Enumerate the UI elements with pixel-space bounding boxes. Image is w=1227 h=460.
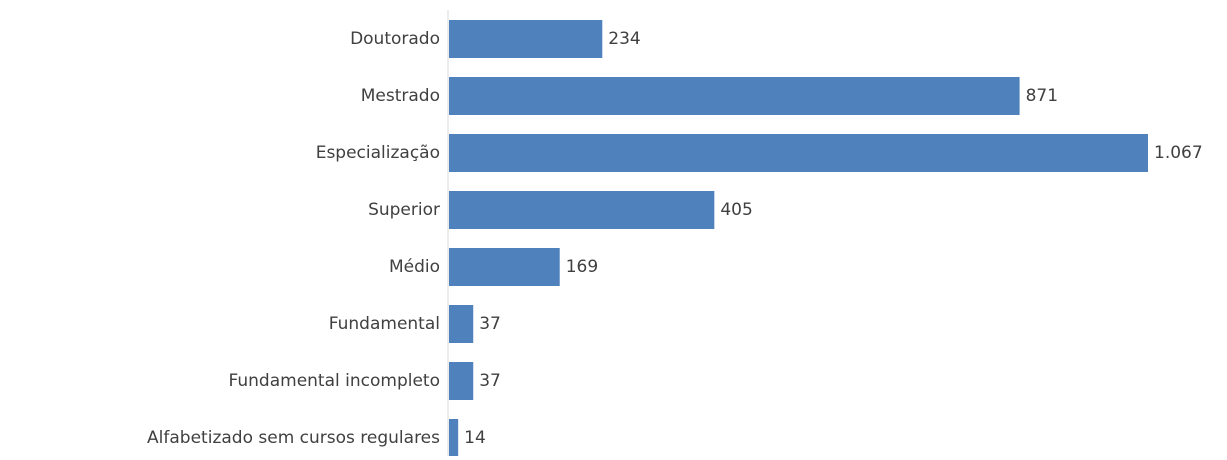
bar-2 — [449, 77, 1020, 115]
bar-5 — [449, 248, 560, 286]
bar-8 — [449, 419, 459, 457]
category-label-2: Mestrado — [361, 86, 440, 106]
value-label-6: 37 — [479, 314, 501, 334]
value-label-4: 405 — [720, 200, 752, 220]
category-label-5: Médio — [389, 257, 440, 277]
bars — [449, 20, 1148, 457]
category-label-6: Fundamental — [329, 314, 440, 334]
value-label-2: 871 — [1026, 86, 1058, 106]
value-label-7: 37 — [479, 371, 501, 391]
bar-4 — [449, 191, 715, 229]
value-label-3: 1.067 — [1154, 143, 1203, 163]
bar-3 — [449, 134, 1148, 172]
category-labels: Doutorado Mestrado Especialização Superior M… — [147, 29, 440, 448]
category-label-4: Superior — [368, 200, 440, 220]
bar-1 — [449, 20, 603, 58]
value-label-5: 169 — [566, 257, 598, 277]
bar-7 — [449, 362, 474, 400]
category-label-3: Especialização — [316, 143, 440, 163]
category-label-8: Alfabetizado sem cursos regulares — [147, 428, 440, 448]
bar-6 — [449, 305, 474, 343]
value-label-1: 234 — [608, 29, 640, 49]
category-label-1: Doutorado — [350, 29, 440, 49]
value-label-8: 14 — [464, 428, 486, 448]
value-labels: 234 871 1.067 405 169 37 37 14 — [464, 29, 1203, 448]
category-label-7: Fundamental incompleto — [229, 371, 440, 391]
